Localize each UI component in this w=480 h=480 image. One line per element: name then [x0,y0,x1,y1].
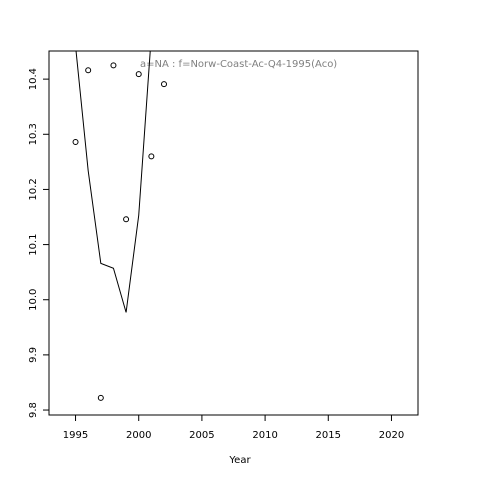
y-tick-label: 10.4 [28,68,39,90]
data-point [160,81,167,88]
data-point [97,394,104,401]
data-point [110,62,117,69]
x-tick-label: 2005 [189,430,214,441]
y-tick-label: 10.2 [28,178,39,200]
data-point [72,139,79,145]
x-tick-label: 2020 [379,430,404,441]
x-axis-label: Year [228,455,251,466]
plot-frame [48,50,419,416]
y-tick-label: 9.8 [28,402,39,418]
data-point [123,216,130,223]
data-point [148,153,155,160]
y-tick-label: 9.9 [28,347,39,363]
x-tick-label: 2000 [126,430,151,441]
x-tick-label: 2010 [252,430,277,441]
annotation: a=NA : f=Norw-Coast-Ac-Q4-1995(Aco) [140,59,337,70]
x-tick-label: 2015 [316,430,341,441]
x-tick-label: 1995 [63,430,88,441]
y-tick-label: 10.1 [28,233,39,255]
y-tick-label: 10.0 [28,289,39,311]
data-line [75,51,151,313]
y-tick-label: 10.3 [28,123,39,145]
data-point [85,67,92,74]
data-point [135,71,142,78]
plot-area [72,51,167,401]
